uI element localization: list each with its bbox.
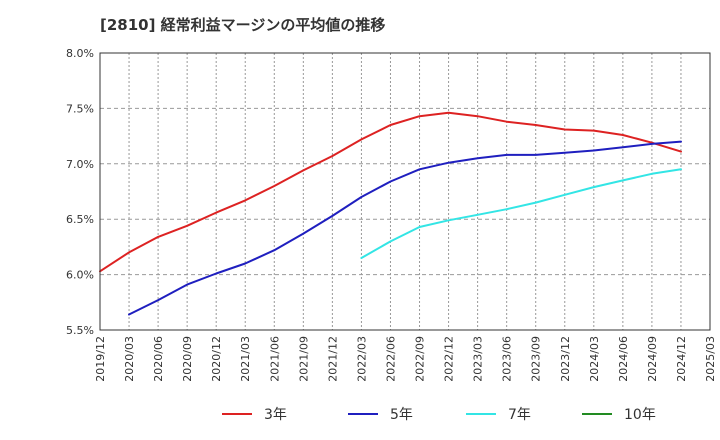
- x-tick-label: 2020/09: [181, 336, 194, 382]
- y-tick-label: 5.5%: [66, 324, 94, 337]
- x-tick-label: 2024/03: [588, 336, 601, 382]
- x-axis: 2019/12 2020/03 2020/06 2020/09 2020/12 2021/…: [94, 336, 717, 382]
- x-tick-label: 2020/06: [152, 336, 165, 382]
- x-tick-label: 2021/09: [297, 336, 310, 382]
- x-tick-label: 2023/06: [501, 336, 514, 382]
- grid-layer: [100, 53, 710, 330]
- series-line: [360, 168, 682, 259]
- legend-label: 7年: [508, 407, 531, 423]
- x-tick-label: 2022/03: [355, 336, 368, 382]
- x-tick-label: 2023/09: [530, 336, 543, 382]
- x-tick-label: 2022/09: [414, 336, 427, 382]
- x-tick-label: 2019/12: [94, 336, 107, 382]
- x-tick-label: 2021/03: [239, 336, 252, 382]
- y-axis: 5.5% 6.0% 6.5% 7.0% 7.5% 8.0%: [66, 47, 94, 337]
- x-tick-label: 2021/12: [326, 336, 339, 382]
- y-tick-label: 6.0%: [66, 269, 94, 282]
- series-line: [99, 111, 682, 273]
- plot-frame: [99, 52, 711, 331]
- legend: 3年 5年 7年 10年: [222, 407, 656, 423]
- y-tick-label: 8.0%: [66, 47, 94, 60]
- x-tick-label: 2020/12: [210, 336, 223, 382]
- x-tick-label: 2021/06: [268, 336, 281, 382]
- x-tick-label: 2024/12: [675, 336, 688, 382]
- x-tick-label: 2023/12: [559, 336, 572, 382]
- x-tick-label: 2020/03: [123, 336, 136, 382]
- y-tick-label: 7.5%: [66, 102, 94, 115]
- series-layer: [99, 111, 682, 316]
- y-tick-label: 7.0%: [66, 158, 94, 171]
- x-tick-label: 2022/06: [384, 336, 397, 382]
- chart-title: [2810] 経常利益マージンの平均値の推移: [100, 16, 386, 34]
- y-tick-label: 6.5%: [66, 213, 94, 226]
- legend-label: 3年: [264, 407, 287, 423]
- x-tick-label: 2022/12: [443, 336, 456, 382]
- legend-label: 10年: [624, 407, 656, 423]
- x-tick-label: 2025/03: [704, 336, 717, 382]
- x-tick-label: 2024/09: [646, 336, 659, 382]
- x-tick-label: 2023/03: [472, 336, 485, 382]
- legend-label: 5年: [390, 407, 413, 423]
- x-tick-label: 2024/06: [617, 336, 630, 382]
- series-line: [128, 140, 682, 316]
